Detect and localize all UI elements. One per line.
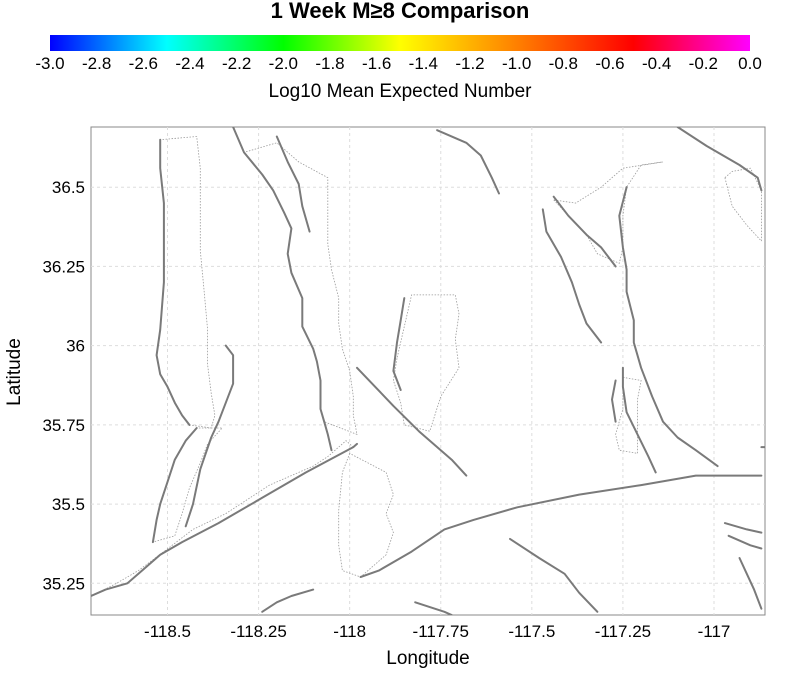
colorbar-tick-label: -2.6 xyxy=(129,54,158,73)
colorbar-tick-label: -1.4 xyxy=(409,54,438,73)
fault-trace xyxy=(414,601,453,615)
fault-trace xyxy=(541,208,603,344)
colorbar-tick-label: -3.0 xyxy=(35,54,64,73)
fault-traces xyxy=(91,127,765,615)
fault-trace xyxy=(232,127,333,452)
rupture-panel xyxy=(552,161,664,264)
fault-trace xyxy=(618,186,719,468)
y-tick-label: 35.25 xyxy=(42,574,85,593)
fault-trace xyxy=(184,344,235,528)
x-tick-label: -117 xyxy=(698,622,731,641)
y-tick-label: 35.5 xyxy=(52,495,85,514)
fault-trace xyxy=(151,427,198,544)
fault-trace xyxy=(509,537,599,613)
fault-trace xyxy=(621,366,657,474)
colorbar-tick-label: -1.2 xyxy=(455,54,484,73)
fault-trace xyxy=(676,127,763,192)
y-axis-label: Latitude xyxy=(4,338,25,406)
x-tick-label: -118 xyxy=(333,622,366,641)
plot-frame xyxy=(90,126,766,616)
colorbar-tick-label: -1.8 xyxy=(315,54,344,73)
fault-trace xyxy=(359,474,763,578)
grid-lines xyxy=(91,127,765,615)
fault-trace xyxy=(552,195,617,268)
colorbar-ticks: -3.0 -2.8 -2.6 -2.4 -2.2 -2.0 -1.8 -1.6 -1.4 -1.2… xyxy=(35,54,761,73)
colorbar xyxy=(50,35,750,51)
fault-trace xyxy=(356,366,468,477)
y-tick-label: 36.25 xyxy=(42,257,85,276)
x-tick-label: -117.75 xyxy=(413,622,469,641)
fault-trace xyxy=(436,129,500,195)
colorbar-tick-label: -0.4 xyxy=(642,54,671,73)
colorbar-tick-label: -0.2 xyxy=(689,54,718,73)
colorbar-tick-label: -1.0 xyxy=(502,54,531,73)
colorbar-tick-label: -1.6 xyxy=(362,54,391,73)
rupture-panel xyxy=(724,167,762,243)
colorbar-tick-label: -2.4 xyxy=(175,54,204,73)
map-title: 1 Week M≥8 Comparison xyxy=(271,0,530,23)
y-tick-label: 35.75 xyxy=(42,416,85,435)
colorbar-label: Log10 Mean Expected Number xyxy=(269,81,533,102)
x-tick-label: -117.25 xyxy=(595,622,651,641)
fault-trace xyxy=(738,557,763,610)
x-tick-label: -118.25 xyxy=(230,622,286,641)
rupture-panel xyxy=(615,376,642,454)
colorbar-tick-label: -2.0 xyxy=(269,54,298,73)
x-axis-ticks: -118.5 -118.25 -118 -117.75 -117.5 -117.25 -11… xyxy=(144,622,730,641)
colorbar-tick-label: -0.6 xyxy=(595,54,624,73)
x-axis-label: Longitude xyxy=(386,648,469,669)
fault-trace xyxy=(155,138,191,426)
fault-trace xyxy=(91,442,358,597)
x-tick-label: -117.5 xyxy=(508,622,555,641)
fault-trace xyxy=(611,379,617,423)
rupture-panel xyxy=(392,294,460,432)
x-tick-label: -118.5 xyxy=(144,622,191,641)
colorbar-tick-label: 0.0 xyxy=(738,54,762,73)
colorbar-tick-label: -0.8 xyxy=(549,54,578,73)
colorbar-tick-label: -2.8 xyxy=(82,54,111,73)
fault-trace xyxy=(723,522,763,534)
y-tick-label: 36 xyxy=(66,337,85,356)
fault-trace xyxy=(261,588,315,613)
fault-trace xyxy=(275,135,311,233)
colorbar-tick-label: -2.2 xyxy=(222,54,251,73)
y-tick-label: 36.5 xyxy=(52,178,85,197)
fault-trace xyxy=(727,534,763,550)
fault-trace xyxy=(392,297,406,391)
y-axis-ticks: 35.25 35.5 35.75 36 36.25 36.5 xyxy=(42,178,85,593)
rupture-panel xyxy=(338,452,394,578)
